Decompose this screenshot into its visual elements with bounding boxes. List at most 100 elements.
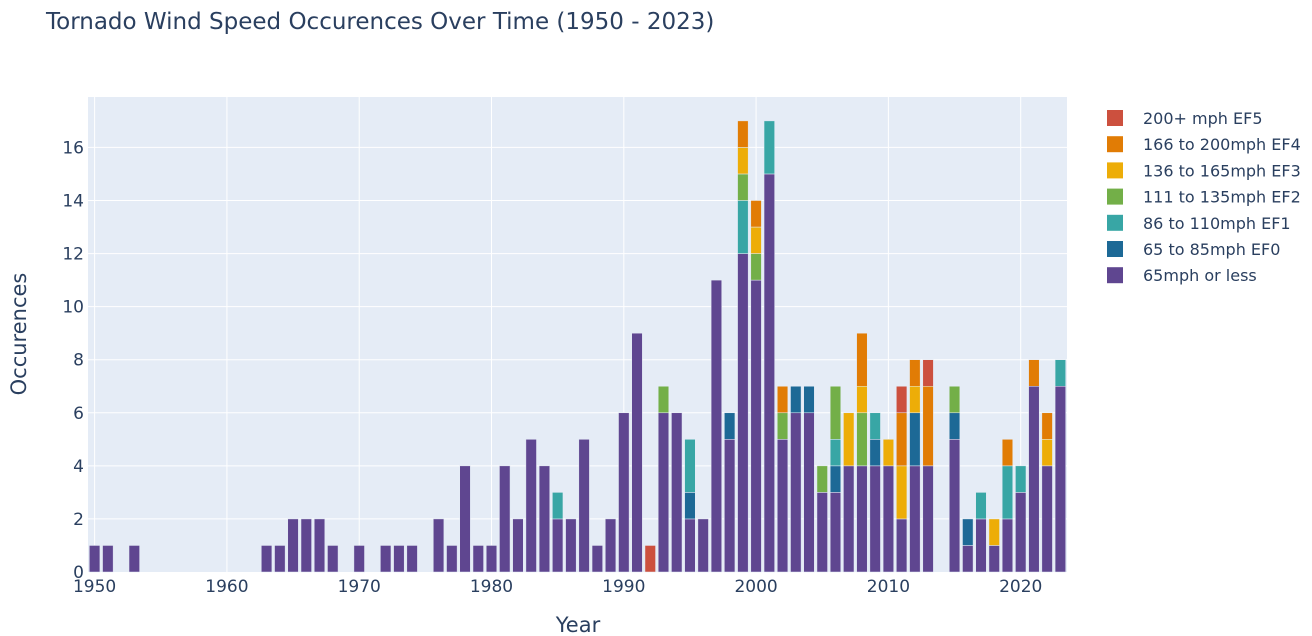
bar-segment: [1015, 492, 1027, 573]
bar-segment: [988, 545, 1000, 573]
x-tick-label: 1970: [338, 577, 381, 597]
bar-segment: [552, 518, 564, 573]
bar-segment: [737, 120, 749, 148]
bar-segment: [353, 545, 365, 573]
bar-segment: [763, 173, 775, 573]
y-tick-label: 8: [73, 351, 84, 371]
bar-segment: [327, 545, 339, 573]
x-tick-label: 2000: [734, 577, 777, 597]
bar-segment: [949, 439, 961, 573]
bar-segment: [300, 518, 312, 573]
bar-segment: [710, 279, 722, 573]
bar-segment: [684, 492, 696, 520]
y-tick-label: 0: [73, 563, 84, 583]
bar-segment: [856, 412, 868, 467]
bar-segment: [829, 439, 842, 467]
bar-segment: [525, 439, 537, 573]
bar-segment: [538, 465, 550, 573]
bar-segment: [102, 545, 114, 573]
y-tick-label: 14: [62, 191, 84, 211]
bar-segment: [790, 385, 802, 414]
bar-segment: [882, 439, 894, 467]
x-tick-label: 2020: [999, 577, 1042, 597]
bar-segment: [896, 412, 908, 467]
legend-swatch: [1107, 162, 1123, 179]
bar-segment: [869, 439, 881, 467]
bar-segment: [1028, 385, 1040, 573]
x-axis-ticks: 1950 1960 1970 1980 1990 2000 2010 2020: [73, 577, 1042, 597]
bar-segment: [274, 545, 286, 573]
bar-segment: [909, 385, 921, 414]
bar-segment: [869, 465, 881, 573]
y-tick-label: 16: [62, 138, 84, 158]
bar-segment: [724, 412, 736, 440]
bar-segment: [816, 465, 828, 493]
bar-segment: [962, 545, 974, 573]
x-tick-label: 1950: [73, 577, 116, 597]
bar-segment: [816, 492, 828, 573]
bar-segment: [1054, 385, 1066, 573]
bar-segment: [803, 385, 815, 414]
bar-segment: [856, 465, 868, 573]
bar-segment: [657, 412, 670, 573]
bar-segment: [843, 412, 855, 467]
y-axis-title: Occurences: [7, 273, 31, 396]
bar-segment: [896, 465, 908, 520]
bar-segment: [909, 412, 921, 467]
bar-segment: [89, 545, 101, 573]
bar-segment: [1041, 439, 1053, 467]
y-axis-ticks: 0 2 4 6 8 10 12 14 16: [62, 138, 84, 583]
bar-segment: [1041, 412, 1053, 440]
bar-segment: [803, 412, 815, 573]
bar-segment: [1015, 465, 1027, 493]
bar-segment: [485, 545, 498, 573]
bar-segment: [684, 518, 696, 573]
bar-segment: [499, 465, 511, 573]
legend-label: 111 to 135mph EF2: [1143, 188, 1301, 207]
bar-segment: [552, 492, 564, 520]
bar-segment: [750, 200, 762, 228]
bar-segment: [750, 253, 762, 281]
bar-segment: [605, 518, 617, 573]
bar-segment: [829, 385, 842, 440]
bar-segment: [657, 385, 670, 414]
y-tick-label: 2: [73, 510, 84, 530]
bar-segment: [922, 465, 934, 573]
legend-swatch: [1107, 214, 1123, 231]
bar-segment: [896, 385, 908, 414]
legend: 200+ mph EF5 166 to 200mph EF4 136 to 165m…: [1107, 109, 1301, 285]
bar-segment: [777, 412, 789, 440]
bar-segment: [1001, 439, 1014, 467]
bar-segment: [777, 439, 789, 573]
y-tick-label: 10: [62, 298, 84, 318]
bar-segment: [949, 412, 961, 440]
bar-segment: [512, 518, 524, 573]
bar-segment: [737, 253, 749, 573]
bars: [89, 120, 1066, 573]
bar-segment: [829, 492, 842, 573]
legend-swatch: [1107, 110, 1123, 126]
legend-swatch: [1107, 267, 1123, 284]
bar-segment: [697, 518, 709, 573]
y-tick-label: 4: [73, 457, 84, 477]
bar-segment: [287, 518, 299, 573]
bar-segment: [446, 545, 458, 573]
bar-segment: [909, 359, 921, 387]
bar-segment: [975, 518, 987, 573]
legend-swatch: [1107, 188, 1123, 205]
legend-label: 200+ mph EF5: [1143, 109, 1263, 128]
chart-title: Tornado Wind Speed Occurences Over Time …: [45, 9, 714, 35]
legend-swatch: [1107, 136, 1123, 153]
bar-segment: [313, 518, 326, 573]
bar-segment: [128, 545, 140, 573]
bar-segment: [380, 545, 392, 573]
bar-segment: [459, 465, 471, 573]
bar-segment: [644, 545, 656, 573]
bar-segment: [393, 545, 405, 573]
bar-segment: [737, 200, 749, 254]
bar-segment: [843, 465, 855, 573]
bar-segment: [631, 332, 643, 573]
bar-segment: [750, 279, 762, 573]
bar-segment: [790, 412, 802, 573]
bar-segment: [737, 147, 749, 175]
